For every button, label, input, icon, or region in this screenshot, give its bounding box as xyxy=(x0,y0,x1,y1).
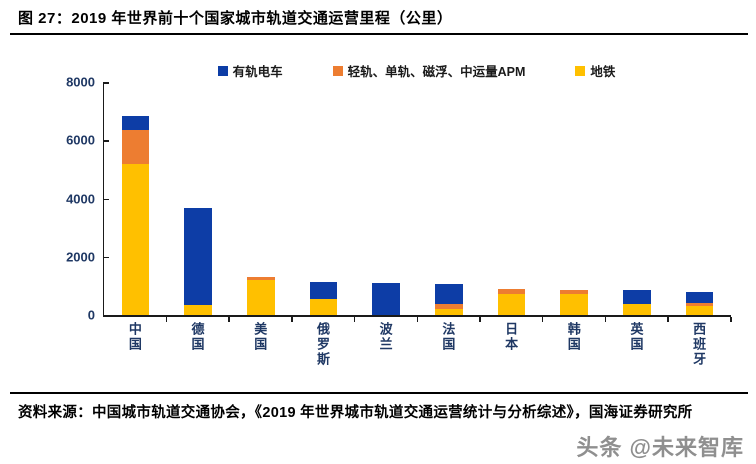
x-axis-tick-mark xyxy=(416,317,418,322)
x-category-label: 中国 xyxy=(126,322,142,352)
stacked-bar-英国 xyxy=(623,289,651,315)
y-axis-tick-mark xyxy=(104,140,109,142)
chart-legend: 有轨电车 轻轨、单轨、磁浮、中运量APM 地铁 xyxy=(103,61,730,80)
bar-segment xyxy=(184,208,212,305)
bar-slot xyxy=(543,82,606,315)
bar-segment xyxy=(685,292,714,304)
x-label-slot: 日本 xyxy=(479,322,542,367)
x-category-label: 英国 xyxy=(628,322,644,352)
legend-swatch-icon xyxy=(575,65,586,76)
bar-segment xyxy=(435,308,463,315)
x-label-slot: 中国 xyxy=(103,322,166,367)
bar-segment xyxy=(309,281,338,299)
bar-segment xyxy=(685,303,714,306)
legend-label: 地铁 xyxy=(590,65,616,79)
stacked-bar-德国 xyxy=(184,208,212,315)
x-category-label: 德国 xyxy=(189,322,205,352)
watermark-text: 头条 @未来智库 xyxy=(576,435,744,460)
source-note: 资料来源：中国城市轨道交通协会，《2019 年世界城市轨道交通运营统计与分析综述… xyxy=(18,405,693,421)
bar-slot xyxy=(355,82,418,315)
bar-segment xyxy=(372,283,400,315)
bar-segment xyxy=(560,294,589,315)
x-axis-tick-mark xyxy=(730,317,732,322)
bar-slot xyxy=(606,82,669,315)
bar-segment xyxy=(121,116,150,131)
y-axis-tick-mark xyxy=(104,256,109,259)
x-label-slot: 韩国 xyxy=(542,322,605,367)
x-category-label: 俄罗斯 xyxy=(314,322,330,367)
y-axis-tick-label: 8000 xyxy=(66,74,95,90)
legend-item: 轻轨、单轨、磁浮、中运量APM xyxy=(332,61,526,80)
x-label-slot: 波兰 xyxy=(354,322,417,367)
bar-segment xyxy=(497,289,526,295)
stacked-bar-中国 xyxy=(121,116,150,315)
x-label-slot: 德国 xyxy=(166,322,229,367)
x-axis-tick-mark xyxy=(667,317,669,322)
bar-segment xyxy=(435,283,463,304)
x-category-label: 美国 xyxy=(252,322,268,352)
legend-item: 地铁 xyxy=(575,61,615,80)
chart-plot-area: 0 2000 4000 6000 8000 xyxy=(66,75,732,323)
legend-label: 有轨电车 xyxy=(232,65,283,79)
y-axis-tick-label: 0 xyxy=(87,307,95,323)
stacked-bar-法国 xyxy=(435,283,463,315)
bar-segment xyxy=(246,276,275,281)
x-category-label: 韩国 xyxy=(565,322,581,352)
legend-item: 有轨电车 xyxy=(217,61,283,80)
figure-title: 图 27：2019 年世界前十个国家城市轨道交通运营里程（公里） xyxy=(18,10,453,27)
x-category-label: 法国 xyxy=(440,322,456,352)
bar-segment xyxy=(623,303,651,315)
stacked-bar-俄罗斯 xyxy=(309,281,338,315)
x-axis-tick-mark xyxy=(541,317,544,322)
bar-segment xyxy=(435,303,463,309)
legend-label: 轻轨、单轨、磁浮、中运量APM xyxy=(347,65,526,79)
x-label-slot: 法国 xyxy=(417,322,480,367)
legend-swatch-icon xyxy=(217,65,228,76)
bar-slot xyxy=(480,82,543,315)
y-axis-tick-label: 6000 xyxy=(66,132,95,148)
x-axis-tick-mark xyxy=(479,317,481,322)
x-category-label: 波兰 xyxy=(377,322,393,352)
stacked-bar-韩国 xyxy=(560,289,589,315)
x-label-slot: 英国 xyxy=(605,322,668,367)
stacked-bar-日本 xyxy=(497,289,526,315)
x-axis-tick-mark xyxy=(228,317,230,322)
x-axis-tick-mark xyxy=(604,317,607,322)
y-axis-tick-label: 2000 xyxy=(66,249,95,265)
bar-segment xyxy=(121,163,150,315)
bar-slot xyxy=(418,82,481,315)
y-axis-tick-label: 4000 xyxy=(66,191,95,206)
legend-swatch-icon xyxy=(332,65,343,76)
bar-slot xyxy=(229,82,292,315)
bar-slot xyxy=(292,82,355,315)
bar-segment xyxy=(246,280,275,315)
x-axis-tick-mark xyxy=(291,317,293,322)
bar-segment xyxy=(685,305,714,315)
bar-segment xyxy=(560,289,589,295)
bar-segment xyxy=(497,294,526,315)
x-label-slot: 美国 xyxy=(228,322,291,367)
bar-slot xyxy=(167,82,230,315)
bar-segment xyxy=(623,289,651,304)
y-axis-tick-mark xyxy=(104,82,109,84)
x-category-label: 西班牙 xyxy=(691,322,707,367)
x-axis-category-labels: 中国 德国 美国 俄罗斯 波兰 法国 日本 韩国 英国 西班牙 xyxy=(103,322,730,367)
x-label-slot: 西班牙 xyxy=(667,322,730,367)
x-category-label: 日本 xyxy=(503,322,519,352)
footer-divider-line xyxy=(10,392,748,394)
title-divider-line xyxy=(10,33,748,35)
bar-slot xyxy=(668,82,731,315)
bar-slot xyxy=(104,82,167,315)
x-axis-tick-mark xyxy=(353,317,356,322)
y-axis-tick-mark xyxy=(104,198,109,200)
bar-segment xyxy=(121,130,150,164)
stacked-bar-波兰 xyxy=(372,283,400,315)
stacked-bar-美国 xyxy=(246,276,275,315)
x-axis-tick-mark xyxy=(165,317,168,322)
x-label-slot: 俄罗斯 xyxy=(291,322,354,367)
bar-segment xyxy=(184,304,212,315)
stacked-bar-西班牙 xyxy=(685,292,714,315)
bar-segment xyxy=(309,298,338,315)
